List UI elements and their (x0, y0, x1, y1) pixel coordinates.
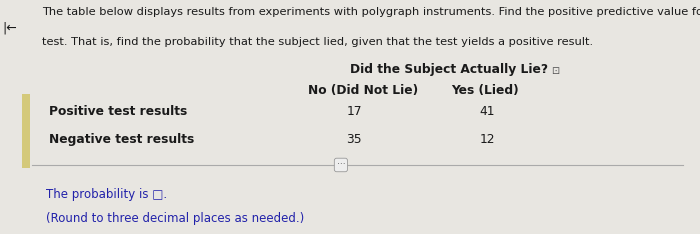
Text: 12: 12 (480, 133, 495, 146)
Text: test. That is, find the probability that the subject lied, given that the test y: test. That is, find the probability that… (42, 37, 593, 48)
Text: Did the Subject Actually Lie?: Did the Subject Actually Lie? (350, 63, 548, 76)
Text: Yes (Lied): Yes (Lied) (452, 84, 519, 97)
Text: 17: 17 (346, 105, 362, 118)
Text: The probability is □.: The probability is □. (46, 188, 167, 201)
Text: No (Did Not Lie): No (Did Not Lie) (308, 84, 418, 97)
Text: 41: 41 (480, 105, 495, 118)
Text: 35: 35 (346, 133, 362, 146)
Text: |←: |← (2, 22, 17, 35)
Text: ⊡: ⊡ (552, 66, 560, 76)
Text: (Round to three decimal places as needed.): (Round to three decimal places as needed… (46, 212, 304, 225)
Text: ···: ··· (337, 161, 345, 169)
Text: Positive test results: Positive test results (49, 105, 188, 118)
Text: Negative test results: Negative test results (49, 133, 195, 146)
Text: The table below displays results from experiments with polygraph instruments. Fi: The table below displays results from ex… (42, 7, 700, 17)
